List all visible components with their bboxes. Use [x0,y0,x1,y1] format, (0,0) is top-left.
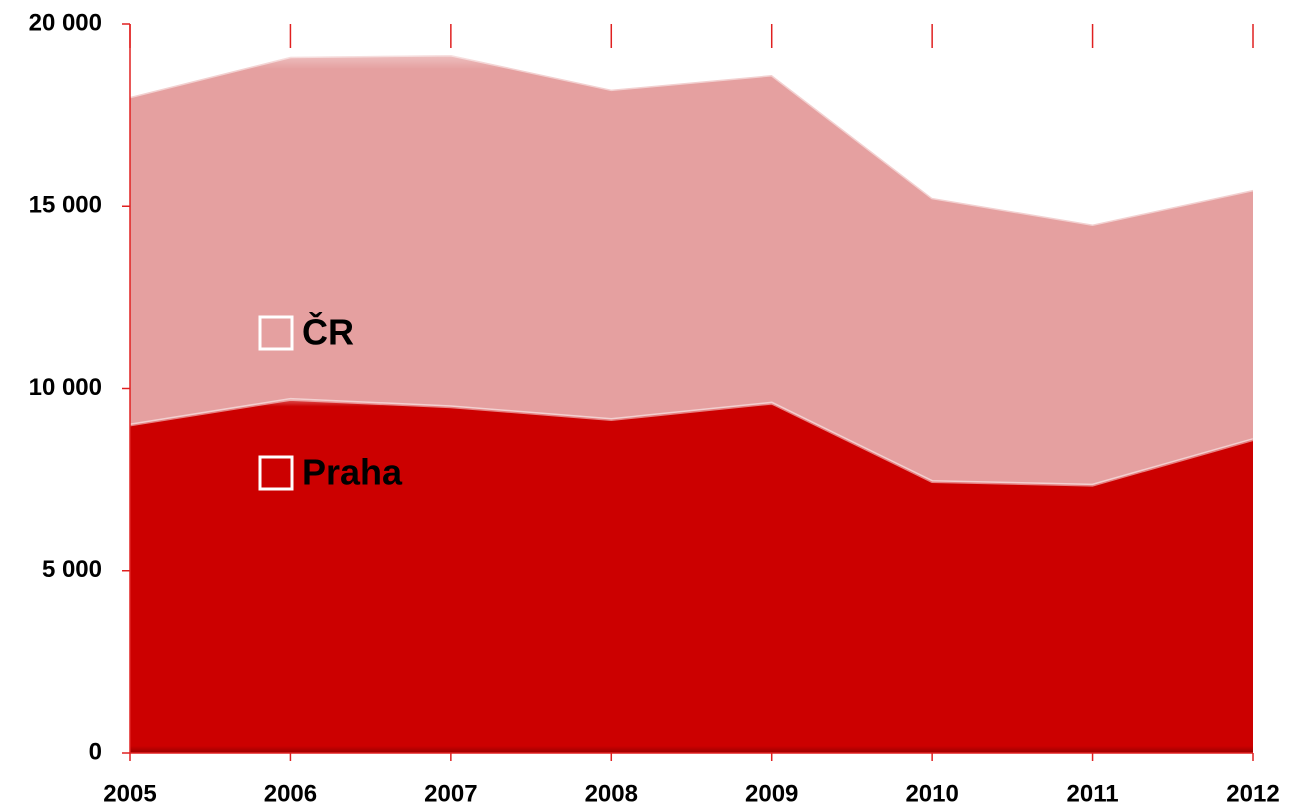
y-tick-label: 20 000 [29,9,102,36]
legend-swatch [258,455,294,491]
x-tick-label: 2006 [264,780,317,807]
area-edge [129,53,1254,227]
area-shade [130,399,1253,753]
legend-swatch [258,315,294,351]
x-tick-label: 2011 [1067,780,1119,807]
y-tick-label: 5 000 [42,556,102,583]
x-tick-label: 2005 [103,780,156,807]
legend-label: Praha [302,452,403,493]
x-tick-label: 2010 [905,780,958,807]
y-tick-label: 0 [89,738,102,765]
x-tick-label: 2008 [585,780,638,807]
x-tick-label: 2009 [745,780,798,807]
x-tick-label: 2007 [424,780,477,807]
y-tick-label: 10 000 [29,374,102,401]
x-tick-label: 2012 [1226,780,1279,807]
legend-label: ČR [302,311,354,353]
area-edge [129,397,1254,487]
y-tick-label: 15 000 [29,192,102,219]
